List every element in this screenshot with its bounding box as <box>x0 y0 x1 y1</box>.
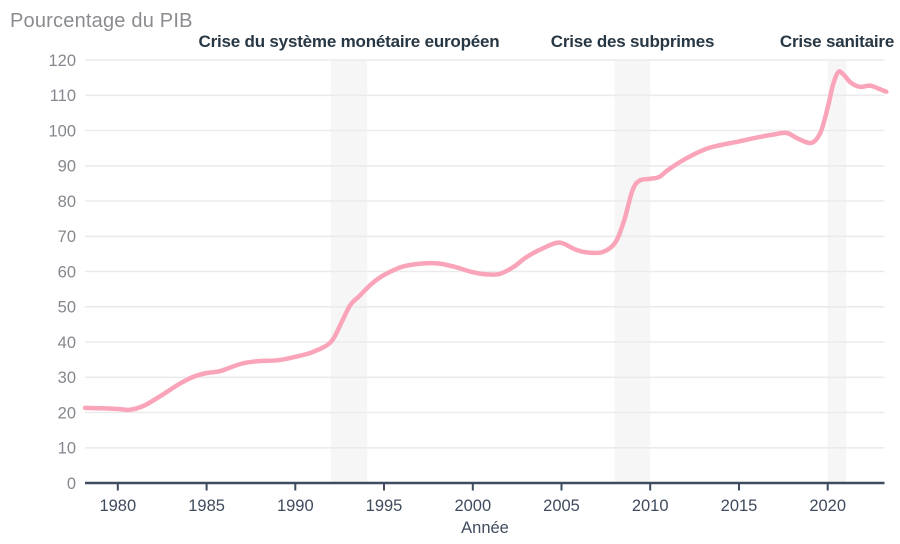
x-tick-label-1995: 1995 <box>366 497 403 515</box>
y-tick-label-70: 70 <box>58 228 76 246</box>
x-tick-label-2015: 2015 <box>721 497 758 515</box>
y-tick-label-60: 60 <box>58 263 76 281</box>
y-tick-label-20: 20 <box>58 404 76 422</box>
y-tick-label-40: 40 <box>58 334 76 352</box>
x-tick-label-1990: 1990 <box>277 497 314 515</box>
crisis-annotation-2: Crise sanitaire <box>779 32 895 51</box>
y-tick-label-30: 30 <box>58 369 76 387</box>
x-axis-ticks <box>116 483 829 491</box>
y-tick-label-10: 10 <box>58 440 76 458</box>
debt-line-series <box>82 69 889 413</box>
crisis-annotation-1: Crise des subprimes <box>550 32 715 51</box>
x-axis-label: Année <box>461 519 509 537</box>
y-tick-label-110: 110 <box>50 87 76 105</box>
y-tick-label-80: 80 <box>58 193 76 211</box>
y-tick-label-90: 90 <box>58 158 76 176</box>
crisis-annotation-0: Crise du système monétaire européen <box>198 32 500 51</box>
x-tick-label-1980: 1980 <box>99 497 136 515</box>
y-tick-label-120: 120 <box>48 52 76 70</box>
x-tick-label-2000: 2000 <box>454 497 491 515</box>
gridlines <box>85 59 885 449</box>
x-tick-label-2005: 2005 <box>543 497 580 515</box>
y-tick-label-50: 50 <box>58 299 76 317</box>
y-axis-labels: 0 10 20 30 40 50 60 70 80 90 100 110 120 <box>48 52 76 493</box>
x-tick-label-2020: 2020 <box>809 497 846 515</box>
x-tick-label-2010: 2010 <box>632 497 669 515</box>
y-tick-label-100: 100 <box>48 122 76 140</box>
x-tick-label-1985: 1985 <box>188 497 225 515</box>
chart-title: Pourcentage du PIB <box>10 10 193 32</box>
x-axis-tick-labels: 1980 1985 1990 1995 2000 2005 2010 2015 2020 <box>99 497 846 515</box>
y-tick-label-0: 0 <box>67 475 76 493</box>
